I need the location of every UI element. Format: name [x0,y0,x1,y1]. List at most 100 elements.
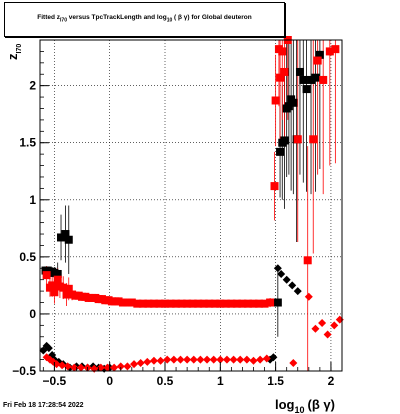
data-point-diamond [269,353,278,362]
data-point-square [227,299,236,308]
y-tick-label: 1 [29,193,36,207]
data-point-diamond [189,355,198,364]
data-point-square [276,147,285,156]
x-axis-label: log10 (β γ) [275,397,335,414]
data-point-square [266,298,275,307]
data-point-diamond [262,354,271,363]
data-point-diamond [176,355,185,364]
data-point-square [311,73,320,82]
data-point-diamond [196,355,205,364]
data-point-square [271,96,280,105]
data-point-square [255,299,264,308]
data-point-diamond [76,363,85,372]
x-tick-label: 0 [106,374,113,388]
data-point-square [260,299,269,308]
x-tick-label: 1 [217,374,224,388]
data-point-square [278,47,287,56]
data-point-square [280,136,289,145]
data-point-square [149,299,158,308]
data-point-square [64,235,73,244]
data-point-diamond [123,362,132,371]
data-point-diamond [236,355,245,364]
data-markers [39,36,344,373]
data-point-diamond [256,355,265,364]
data-point-square [172,299,181,308]
data-point-square [295,67,304,76]
data-point-diamond [288,281,297,290]
data-point-square [315,50,324,59]
data-point-diamond [282,275,291,284]
y-axis-label: zI70 [5,44,23,60]
x-tick-label: 1.5 [267,374,284,388]
data-point-square [249,299,258,308]
data-point-square [331,45,340,54]
x-tick-label: 2 [328,374,335,388]
data-point-diamond [277,269,286,278]
x-tick-label: −0.5 [43,374,67,388]
data-point-diamond [130,360,139,369]
data-point-square [194,299,203,308]
data-point-square [270,182,279,191]
data-point-diamond [143,357,152,366]
data-point-diamond [156,356,165,365]
data-point-square [155,299,164,308]
y-tick-label: 0 [29,307,36,321]
data-point-square [205,299,214,308]
data-point-diamond [222,355,231,364]
data-point-square [299,75,308,84]
data-point-square [293,135,302,144]
data-point-square [276,73,285,82]
data-point-diamond [229,355,238,364]
data-point-square [64,284,73,293]
data-point-square [53,269,62,278]
data-point-diamond [183,355,192,364]
data-point-square [199,299,208,308]
data-point-diamond [116,362,125,371]
data-point-diamond [311,324,320,333]
data-point-square [319,75,328,84]
footer-timestamp: Fri Feb 18 17:28:54 2022 [3,402,84,409]
data-point-diamond [216,355,225,364]
data-point-square [284,102,293,111]
data-point-diamond [335,315,344,324]
data-point-square [50,288,59,297]
y-tick-label: 1.5 [19,136,36,150]
data-point-square [238,299,247,308]
data-point-diamond [330,321,339,330]
data-point-diamond [293,287,302,296]
data-point-diamond [44,344,53,353]
data-point-diamond [203,355,212,364]
data-point-square [188,299,197,308]
data-point-diamond [110,363,119,372]
data-point-square [166,299,175,308]
data-point-square [303,256,312,265]
data-point-square [48,281,57,290]
y-tick-label: 2 [29,79,36,93]
data-point-square [62,290,71,299]
data-point-square [307,75,316,84]
data-point-diamond [58,361,67,370]
data-point-diamond [149,356,158,365]
data-point-square [123,298,132,307]
plot-frame [39,39,343,372]
data-point-diamond [136,359,145,368]
data-point-square [302,85,311,94]
data-point-diamond [242,355,251,364]
data-point-square [280,67,289,76]
data-point-square [61,230,70,239]
data-point-square [59,283,68,292]
chart-title: Fitted zI70 versus TpcTrackLength and lo… [37,14,252,24]
data-point-square [183,299,192,308]
data-point-square [313,56,322,65]
title-box: Fitted zI70 versus TpcTrackLength and lo… [4,2,285,37]
data-point-square [177,299,186,308]
y-tick-label: −0.5 [12,364,36,378]
data-point-square [232,299,241,308]
data-point-diamond [323,330,332,339]
data-point-square [273,298,282,307]
data-point-diamond [169,355,178,364]
data-point-diamond [273,264,282,273]
data-point-diamond [304,292,313,301]
y-tick-label: 0.5 [19,250,36,264]
